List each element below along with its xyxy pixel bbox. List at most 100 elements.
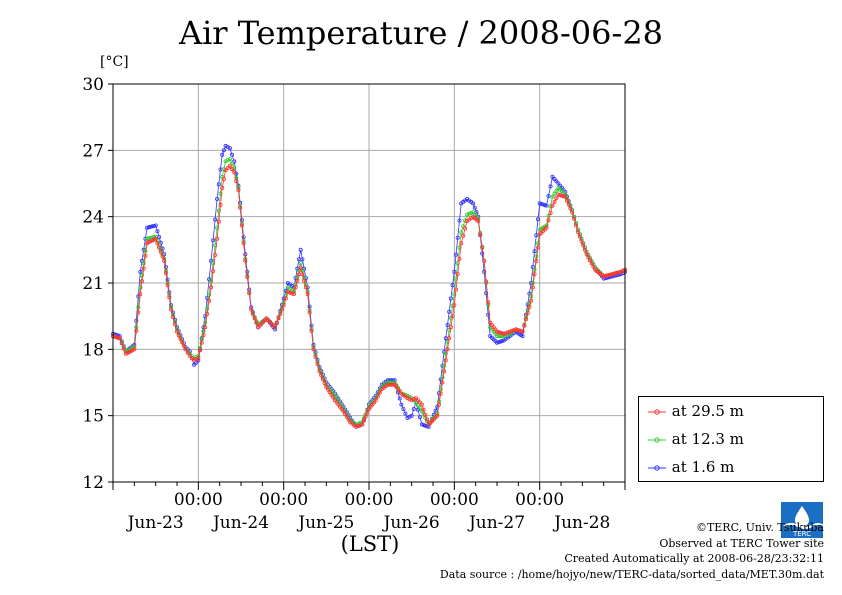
series-point (207, 292, 212, 297)
series-point (591, 264, 596, 269)
series-point (610, 272, 615, 277)
series-point (117, 336, 122, 341)
series-point (511, 328, 516, 333)
x-day-label: Jun-24 (211, 513, 269, 533)
series-point (218, 202, 223, 207)
series-point (305, 292, 310, 297)
series-point (530, 285, 535, 290)
series-point (225, 165, 230, 170)
series-point (151, 223, 156, 228)
series-point (574, 223, 579, 228)
legend-marker-12-3m (648, 437, 666, 443)
series-point (539, 201, 544, 206)
series-point (452, 269, 457, 274)
series-point (225, 144, 230, 149)
series-point (500, 338, 505, 343)
series-point (211, 269, 216, 274)
series-point (601, 276, 606, 281)
series-point (315, 362, 320, 367)
series-point (527, 291, 532, 296)
series-point (478, 232, 483, 237)
series-point (484, 279, 489, 284)
series-point (317, 369, 322, 374)
series-point (281, 303, 286, 308)
series-point (141, 266, 146, 271)
series-point (375, 394, 380, 399)
series-point (192, 356, 197, 361)
series-point (520, 329, 525, 334)
x-day-label: Jun-23 (126, 513, 184, 533)
series-point (542, 203, 547, 208)
y-axis-unit: [°C] (100, 54, 129, 70)
series-point (313, 354, 318, 359)
series-point (417, 406, 422, 411)
series-point (455, 235, 460, 240)
series-point (532, 272, 537, 277)
series-point (143, 248, 148, 253)
series-point (482, 269, 487, 274)
series-point (213, 252, 218, 257)
x-day-label: Jun-27 (467, 513, 525, 533)
series-point (303, 285, 308, 290)
series-point (225, 158, 230, 163)
series-point (586, 255, 591, 260)
series-point (457, 256, 462, 261)
series-point (274, 320, 279, 325)
series-point (527, 304, 532, 309)
series-point (187, 353, 192, 358)
series-point (448, 325, 453, 330)
series-point (203, 325, 208, 330)
legend-label: at 29.5 m (671, 402, 744, 420)
series-point (421, 407, 426, 412)
series-point (232, 159, 237, 164)
series-point (276, 316, 281, 321)
series-point (170, 314, 175, 319)
series-point (409, 398, 414, 403)
series-point (155, 241, 160, 246)
series-point (241, 241, 246, 246)
series-point (189, 356, 194, 361)
series-point (232, 170, 237, 175)
series-point (298, 247, 303, 252)
series-point (138, 269, 143, 274)
series-point (298, 265, 303, 270)
series-point (167, 295, 172, 300)
series-point (293, 285, 298, 290)
series-point (566, 202, 571, 207)
series-point (377, 390, 382, 395)
series-point (423, 412, 428, 417)
legend-label: at 12.3 m (671, 430, 744, 448)
series-point (469, 210, 474, 215)
series-point (168, 307, 173, 312)
series-point (550, 174, 555, 179)
series-point (443, 351, 448, 356)
series-point (157, 245, 162, 250)
series-point (229, 167, 234, 172)
series-point (278, 311, 283, 316)
series-point (529, 298, 534, 303)
series-point (139, 279, 144, 284)
series-point (322, 381, 327, 386)
series-point (192, 362, 197, 367)
series-point (525, 311, 530, 316)
series-point (419, 402, 424, 407)
series-point (617, 270, 622, 275)
series-point (196, 358, 201, 363)
series-point (119, 341, 124, 346)
series-point (229, 152, 234, 157)
chart-legend: at 29.5 m at 12.3 m at 1.6 m (638, 396, 824, 482)
series-point (582, 247, 587, 252)
series-point (139, 273, 144, 278)
series-point (534, 258, 539, 263)
credit-copyright: ©TERC, Univ. Tsukuba (695, 521, 824, 534)
series-point (146, 236, 151, 241)
series-point (145, 225, 150, 230)
series-point (498, 330, 503, 335)
series-point (192, 358, 197, 363)
series-point (138, 285, 143, 290)
series-point (435, 413, 440, 418)
series-point (445, 347, 450, 352)
series-point (544, 203, 549, 208)
series-point (201, 332, 206, 337)
series-point (178, 336, 183, 341)
